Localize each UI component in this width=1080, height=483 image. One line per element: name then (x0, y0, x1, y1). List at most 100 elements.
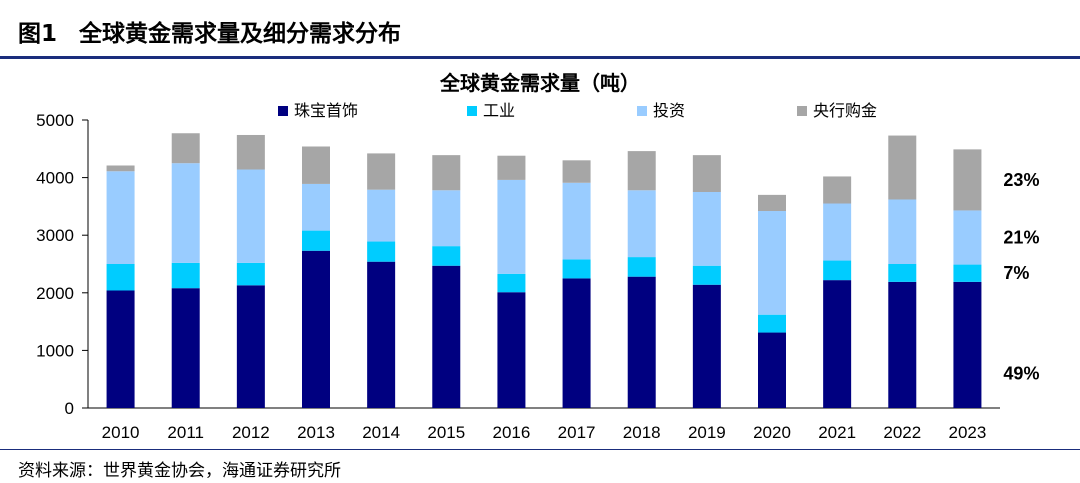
header-rule (0, 56, 1080, 59)
percent-annotation: 23% (1003, 170, 1039, 190)
bar-investment-2015 (432, 190, 461, 247)
source-note: 资料来源：世界黄金协会，海通证券研究所 (18, 461, 341, 481)
bar-industry-2016 (497, 273, 526, 293)
x-tick-label: 2014 (362, 423, 400, 442)
bar-investment-2013 (302, 183, 330, 231)
bar-investment-2021 (823, 203, 852, 261)
bar-jewelry-2023 (953, 281, 982, 408)
y-tick-label: 1000 (36, 341, 74, 360)
bar-central-bank-2018 (627, 151, 656, 191)
bar-central-bank-2023 (953, 149, 982, 211)
bar-central-bank-2012 (236, 134, 265, 170)
percent-annotation: 21% (1003, 228, 1039, 248)
x-tick-label: 2019 (688, 423, 726, 442)
legend-label: 工业 (483, 101, 515, 120)
legend-label: 央行购金 (813, 101, 877, 120)
bar-jewelry-2014 (367, 261, 396, 408)
bar-investment-2017 (562, 182, 591, 260)
percent-annotation: 7% (1003, 263, 1029, 283)
x-tick-label: 2013 (297, 423, 335, 442)
bar-central-bank-2021 (823, 176, 852, 204)
bar-industry-2011 (171, 262, 200, 289)
bar-industry-2017 (562, 259, 591, 279)
x-tick-label: 2012 (232, 423, 270, 442)
bar-industry-2014 (367, 241, 396, 262)
bar-central-bank-2017 (562, 160, 591, 183)
bar-jewelry-2012 (236, 285, 265, 408)
bar-central-bank-2016 (497, 155, 526, 180)
bar-industry-2018 (627, 257, 656, 277)
bar-jewelry-2013 (302, 250, 330, 408)
x-axis: 2010 2011 2012 2013 2014 2015 2016 2017 2018 2019… (102, 423, 987, 442)
bar-central-bank-2022 (888, 135, 917, 200)
y-tick-label: 2000 (36, 284, 74, 303)
bar-industry-2022 (888, 264, 917, 282)
bar-jewelry-2020 (758, 332, 786, 408)
y-tick-label: 5000 (36, 111, 74, 130)
footer-rule (0, 449, 1080, 450)
x-tick-label: 2010 (102, 423, 140, 442)
legend-label: 投资 (653, 101, 685, 120)
bar-industry-2021 (823, 260, 852, 281)
bar-jewelry-2017 (562, 278, 591, 408)
bar-industry-2012 (236, 262, 265, 286)
bar-industry-2010 (106, 264, 135, 291)
x-tick-label: 2016 (493, 423, 531, 442)
annotations: 23% 21% 7% 49% (1003, 170, 1039, 384)
legend-swatch (797, 106, 807, 116)
figure-number: 图1 (18, 21, 58, 47)
bar-investment-2014 (367, 189, 396, 242)
bar-jewelry-2022 (888, 281, 917, 408)
bar-jewelry-2018 (627, 276, 656, 408)
x-tick-label: 2011 (167, 423, 204, 442)
bar-investment-2018 (627, 190, 656, 258)
bar-central-bank-2015 (432, 155, 461, 191)
bar-central-bank-2011 (171, 133, 200, 164)
x-tick-label: 2020 (753, 423, 791, 442)
bar-central-bank-2010 (106, 165, 135, 172)
bar-investment-2019 (692, 192, 721, 266)
x-tick-label: 2021 (818, 423, 856, 442)
legend: 珠宝首饰 工业 投资 央行购金 (278, 101, 877, 120)
x-tick-label: 2015 (427, 423, 465, 442)
x-tick-label: 2022 (883, 423, 921, 442)
bar-investment-2016 (497, 179, 526, 274)
bar-industry-2020 (758, 314, 786, 333)
bar-central-bank-2019 (692, 155, 721, 192)
bar-industry-2019 (692, 265, 721, 285)
stacked-bar-chart: 全球黄金需求量（吨） 珠宝首饰 工业 投资 央行购金 0 1000 2000 3000 400… (36, 71, 1039, 442)
legend-swatch (278, 106, 288, 116)
legend-label: 珠宝首饰 (294, 101, 358, 120)
bar-investment-2020 (758, 211, 786, 315)
x-tick-label: 2017 (558, 423, 596, 442)
bar-jewelry-2019 (692, 284, 721, 408)
x-tick-label: 2018 (623, 423, 661, 442)
chart-title: 全球黄金需求量（吨） (439, 71, 640, 95)
bar-industry-2015 (432, 246, 461, 266)
bar-jewelry-2010 (106, 290, 135, 408)
bar-investment-2022 (888, 199, 917, 264)
figure-header: 图1 全球黄金需求量及细分需求分布 (0, 0, 1080, 62)
bar-industry-2023 (953, 264, 982, 282)
bar-jewelry-2021 (823, 280, 852, 408)
bar-central-bank-2014 (367, 153, 396, 190)
bar-central-bank-2020 (758, 194, 786, 212)
y-tick-label: 4000 (36, 169, 74, 188)
legend-swatch (637, 106, 647, 116)
figure-title-text: 全球黄金需求量及细分需求分布 (79, 21, 402, 47)
bar-jewelry-2016 (497, 292, 526, 408)
y-tick-label: 3000 (36, 226, 74, 245)
bars (106, 133, 982, 408)
y-tick-label: 0 (65, 399, 74, 418)
bar-investment-2010 (106, 171, 135, 264)
bar-investment-2012 (236, 169, 265, 263)
bar-investment-2011 (171, 163, 200, 263)
bar-jewelry-2015 (432, 265, 461, 408)
bar-investment-2023 (953, 210, 982, 265)
figure-title: 图1 全球黄金需求量及细分需求分布 (18, 14, 401, 48)
x-tick-label: 2023 (949, 423, 987, 442)
bar-industry-2013 (302, 230, 330, 251)
bar-jewelry-2011 (171, 288, 200, 408)
legend-swatch (467, 106, 477, 116)
bar-central-bank-2013 (302, 146, 330, 184)
